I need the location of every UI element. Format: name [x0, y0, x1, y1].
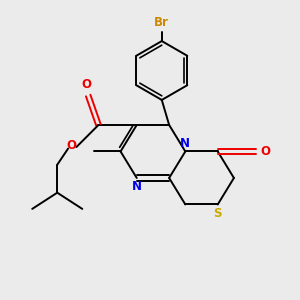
- Text: O: O: [66, 139, 76, 152]
- Text: S: S: [214, 206, 222, 220]
- Text: Br: Br: [154, 16, 169, 29]
- Text: N: N: [180, 137, 190, 150]
- Text: O: O: [82, 78, 92, 91]
- Text: N: N: [132, 180, 142, 193]
- Text: O: O: [260, 145, 270, 158]
